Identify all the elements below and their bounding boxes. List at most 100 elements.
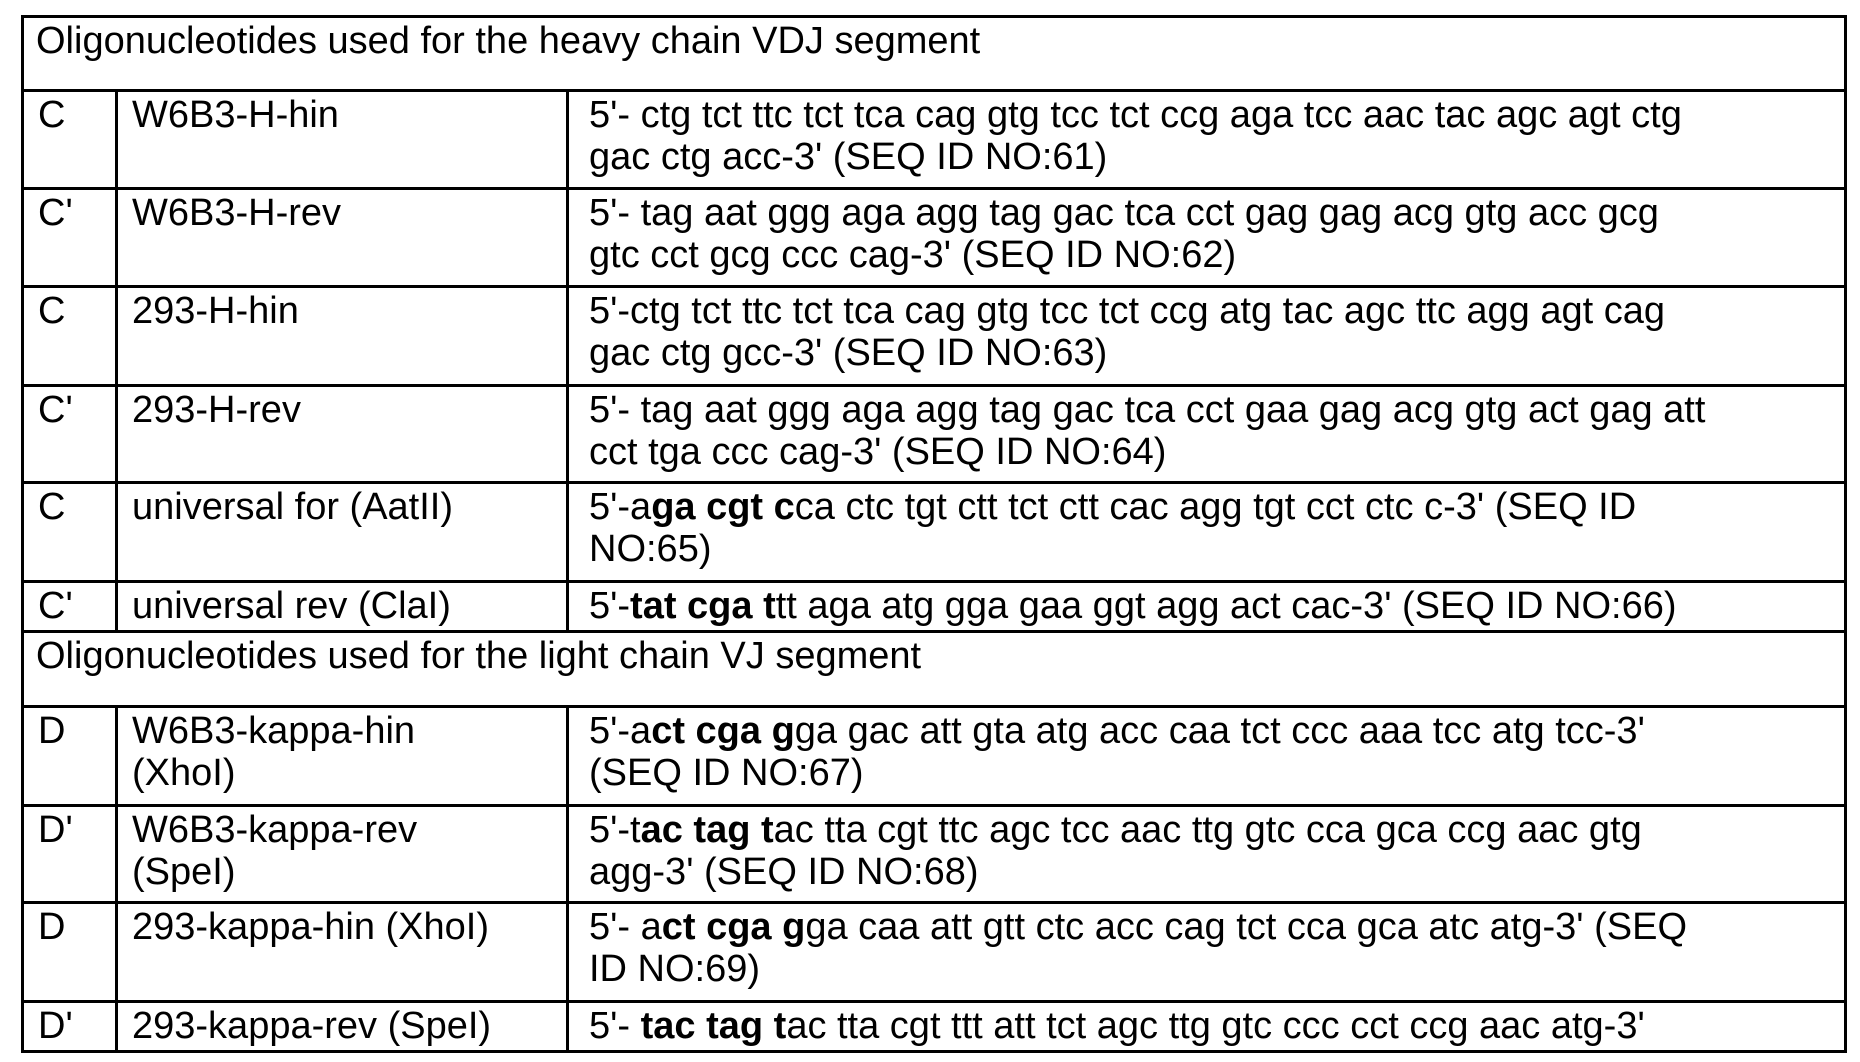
primer-name: 293-H-rev [118, 387, 569, 481]
primer-name: W6B3-kappa-hin(XhoI) [118, 708, 569, 804]
sequence-text: ga caa att gtt ctc acc cag tct cca gca a… [805, 906, 1687, 948]
restriction-site-bold: ct cga g [651, 710, 795, 752]
sequence-line: 5'- act cga gga caa att gtt ctc acc cag … [589, 906, 1844, 948]
table-row: Cuniversal for (AatII) 5'-aga cgt cca ctc… [24, 481, 1844, 580]
sequence-text: 5'- a [589, 906, 662, 948]
primer-sequence: 5'-tat cga ttt aga atg gga gaa ggt agg a… [569, 583, 1844, 630]
sequence-line: 5'-ctg tct ttc tct tca cag gtg tcc tct c… [589, 290, 1844, 332]
primer-name-line: W6B3-kappa-hin [132, 710, 566, 752]
sequence-line: 5'-act cga gga gac att gta atg acc caa t… [589, 710, 1844, 752]
table-row: C 293-H-hin 5'-ctg tct ttc tct tca cag gtg… [24, 285, 1844, 384]
primer-name-line: 293-kappa-hin (XhoI) [132, 906, 566, 948]
primer-name-line: 293-kappa-rev (SpeI) [132, 1005, 566, 1047]
table-row: C' 293-H-rev 5'- tag aat ggg aga agg tag g… [24, 384, 1844, 481]
table-row: C W6B3-H-hin 5'- ctg tct ttc tct tca cag g… [24, 89, 1844, 187]
sequence-text: gac ctg gcc-3' (SEQ ID NO:63) [589, 332, 1107, 374]
sequence-text: ac tta cgt ttc agc tcc aac ttg gtc cca g… [774, 809, 1642, 851]
section-title: Oligonucleotides used for the light chai… [24, 633, 1844, 705]
restriction-site-bold: ct cga g [662, 906, 806, 948]
sequence-text: NO:65) [589, 528, 711, 570]
sequence-line: 5'- tag aat ggg aga agg tag gac tca cct … [589, 192, 1844, 234]
sequence-line: 5'- tac tag tac tta cgt ttt att tct agc … [589, 1005, 1844, 1047]
primer-name-line: W6B3-H-rev [132, 192, 566, 234]
primer-name-line: 293-H-hin [132, 290, 566, 332]
sequence-line: 5'-tat cga ttt aga atg gga gaa ggt agg a… [589, 585, 1844, 627]
sequence-line: ID NO:69) [589, 948, 1844, 990]
sequence-line: gtc cct gcg ccc cag-3' (SEQ ID NO:62) [589, 234, 1844, 276]
primer-set-code: C [24, 288, 118, 384]
restriction-site-bold: ga cgt c [651, 486, 795, 528]
sequence-text: 5'- [589, 585, 630, 627]
sequence-text: 5'- [589, 1005, 641, 1047]
sequence-text: (SEQ ID NO:67) [589, 752, 864, 794]
sequence-line: gac ctg gcc-3' (SEQ ID NO:63) [589, 332, 1844, 374]
sequence-text: tt aga atg gga gaa ggt agg act cac-3' (S… [776, 585, 1677, 627]
primer-sequence: 5'-tac tag tac tta cgt ttc agc tcc aac t… [569, 807, 1844, 901]
primer-name-line: (XhoI) [132, 752, 566, 794]
sequence-text: 5'-ctg tct ttc tct tca cag gtg tcc tct c… [589, 290, 1665, 332]
oligonucleotide-table: Oligonucleotides used for the heavy chai… [21, 15, 1847, 1053]
primer-name: 293-kappa-rev (SpeI) [118, 1003, 569, 1050]
sequence-text: agg-3' (SEQ ID NO:68) [589, 851, 979, 893]
primer-set-code: D' [24, 1003, 118, 1050]
primer-set-code: C' [24, 190, 118, 285]
primer-set-code: C [24, 92, 118, 187]
primer-name: universal for (AatII) [118, 484, 569, 580]
primer-set-code: D' [24, 807, 118, 901]
primer-sequence: 5'- tag aat ggg aga agg tag gac tca cct … [569, 387, 1844, 481]
primer-name-line: (SpeI) [132, 851, 566, 893]
table-row: C' universal rev (ClaI) 5'-tat cga ttt aga… [24, 580, 1844, 630]
primer-name-line: W6B3-H-hin [132, 94, 566, 136]
primer-name-line: universal for (AatII) [132, 486, 566, 528]
sequence-text: 5'- tag aat ggg aga agg tag gac tca cct … [589, 389, 1705, 431]
sequence-text: 5'-a [589, 710, 651, 752]
sequence-text: 5'-t [589, 809, 641, 851]
sequence-line: 5'- ctg tct ttc tct tca cag gtg tcc tct … [589, 94, 1844, 136]
sequence-text: cct tga ccc cag-3' (SEQ ID NO:64) [589, 431, 1166, 473]
primer-set-code: D [24, 904, 118, 1000]
section-title: Oligonucleotides used for the heavy chai… [24, 18, 1844, 89]
primer-sequence: 5'- tag aat ggg aga agg tag gac tca cct … [569, 190, 1844, 285]
primer-sequence: 5'- ctg tct ttc tct tca cag gtg tcc tct … [569, 92, 1844, 187]
primer-name-line: universal rev (ClaI) [132, 585, 566, 627]
sequence-line: NO:65) [589, 528, 1844, 570]
primer-set-code: C [24, 484, 118, 580]
table-row: DW6B3-kappa-hin(XhoI)5'-act cga gga gac … [24, 705, 1844, 804]
primer-name-line: W6B3-kappa-rev [132, 809, 566, 851]
sequence-text: ca ctc tgt ctt tct ctt cac agg tgt cct c… [795, 486, 1636, 528]
primer-set-code: C' [24, 387, 118, 481]
primer-set-code: D [24, 708, 118, 804]
sequence-line: 5'-tac tag tac tta cgt ttc agc tcc aac t… [589, 809, 1844, 851]
sequence-line: agg-3' (SEQ ID NO:68) [589, 851, 1844, 893]
sequence-line: cct tga ccc cag-3' (SEQ ID NO:64) [589, 431, 1844, 473]
sequence-text: gtc cct gcg ccc cag-3' (SEQ ID NO:62) [589, 234, 1236, 276]
primer-name: 293-kappa-hin (XhoI) [118, 904, 569, 1000]
section-header-row: Oligonucleotides used for the light chai… [24, 630, 1844, 705]
table-row: D' 293-kappa-rev (SpeI) 5'- tac tag tac tt… [24, 1000, 1844, 1050]
primer-name: 293-H-hin [118, 288, 569, 384]
restriction-site-bold: ac tag t [641, 809, 774, 851]
primer-name: W6B3-H-rev [118, 190, 569, 285]
sequence-line: gac ctg acc-3' (SEQ ID NO:61) [589, 136, 1844, 178]
sequence-text: 5'- ctg tct ttc tct tca cag gtg tcc tct … [589, 94, 1682, 136]
table-row: D 293-kappa-hin (XhoI) 5'- act cga gga caa… [24, 901, 1844, 1000]
primer-sequence: 5'- act cga gga caa att gtt ctc acc cag … [569, 904, 1844, 1000]
sequence-line: 5'-aga cgt cca ctc tgt ctt tct ctt cac a… [589, 486, 1844, 528]
table-row: C' W6B3-H-rev 5'- tag aat ggg aga agg tag … [24, 187, 1844, 285]
sequence-text: ac tta cgt ttt att tct agc ttg gtc ccc c… [786, 1005, 1644, 1047]
restriction-site-bold: tac tag t [641, 1005, 787, 1047]
primer-name: W6B3-kappa-rev(SpeI) [118, 807, 569, 901]
sequence-text: gac ctg acc-3' (SEQ ID NO:61) [589, 136, 1107, 178]
sequence-text: 5'- tag aat ggg aga agg tag gac tca cct … [589, 192, 1659, 234]
primer-sequence: 5'-act cga gga gac att gta atg acc caa t… [569, 708, 1844, 804]
sequence-text: ga gac att gta atg acc caa tct ccc aaa t… [795, 710, 1645, 752]
primer-set-code: C' [24, 583, 118, 630]
primer-sequence: 5'-ctg tct ttc tct tca cag gtg tcc tct c… [569, 288, 1844, 384]
primer-name-line: 293-H-rev [132, 389, 566, 431]
sequence-text: ID NO:69) [589, 948, 760, 990]
table-row: D'W6B3-kappa-rev(SpeI)5'-tac tag tac tta… [24, 804, 1844, 901]
primer-sequence: 5'-aga cgt cca ctc tgt ctt tct ctt cac a… [569, 484, 1844, 580]
primer-name: W6B3-H-hin [118, 92, 569, 187]
sequence-line: 5'- tag aat ggg aga agg tag gac tca cct … [589, 389, 1844, 431]
sequence-line: (SEQ ID NO:67) [589, 752, 1844, 794]
